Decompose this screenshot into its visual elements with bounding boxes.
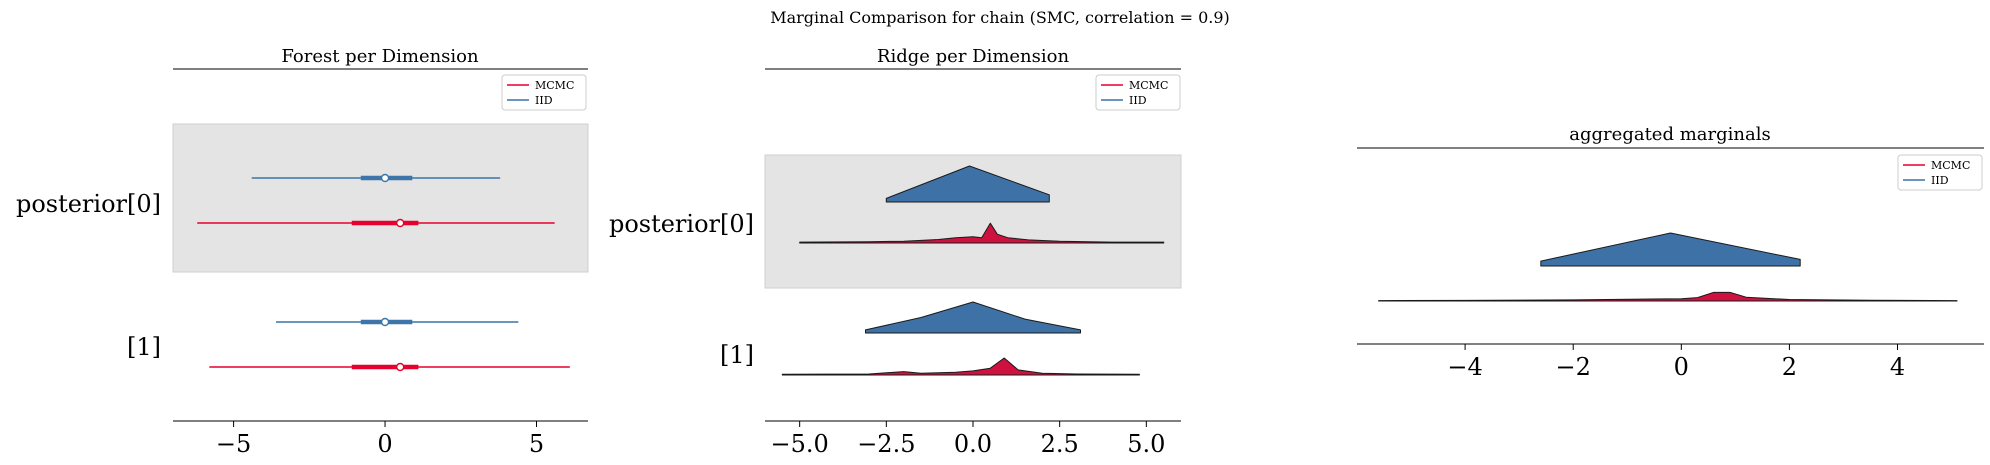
forest-panel: Forest per Dimension posterior[0] [1] −5… [16,46,589,458]
forest-xtick-label-2: 5 [529,430,544,458]
forest-median-iid-1 [380,317,390,327]
figure-suptitle: Marginal Comparison for chain (SMC, corr… [770,8,1230,27]
legend-box [1095,74,1181,111]
legend-label-iid: IID [1931,174,1949,187]
legend-label-mcmc: MCMC [1931,159,1970,172]
forest-median-iid-0 [380,173,390,183]
ridge-density-iid-1 [865,301,1081,334]
legend-box [1897,154,1983,191]
forest-title: Forest per Dimension [281,46,479,67]
ridge-density-iid-0 [885,165,1050,203]
aggregated-density-iid-0 [1540,232,1801,267]
forest-row-label-0: posterior[0] [16,190,161,218]
ridge-xtick-label-4: 5.0 [1127,430,1165,458]
ridge-row-label-0: posterior[0] [609,210,754,238]
aggregated-density-mcmc-0 [1378,291,1958,302]
aggregated-xtick-label-3: 2 [1782,353,1797,381]
ridge-title: Ridge per Dimension [877,46,1070,67]
aggregated-panel: aggregated marginals −4 −2 0 2 4 MCMC IID [1357,124,1984,381]
ridge-row-label-1: [1] [720,341,754,369]
ridge-panel: Ridge per Dimension posterior[0] [1] −5.… [609,46,1182,458]
aggregated-title: aggregated marginals [1569,124,1770,145]
forest-median-mcmc-1 [395,362,405,372]
aggregated-xtick-label-1: −2 [1556,353,1591,381]
legend-box [501,74,587,111]
ridge-xtick-label-0: −5.0 [771,430,829,458]
forest-row-label-1: [1] [127,333,161,361]
forest-xtick-label-0: −5 [216,430,251,458]
aggregated-xtick-label-2: 0 [1674,353,1689,381]
legend-label-iid: IID [535,94,553,107]
legend-label-mcmc: MCMC [535,79,574,92]
ridge-density-mcmc-1 [781,357,1140,376]
legend-label-mcmc: MCMC [1129,79,1168,92]
legend-label-iid: IID [1129,94,1147,107]
forest-xtick-label-1: 0 [377,430,392,458]
aggregated-xtick-label-0: −4 [1447,353,1482,381]
ridge-xtick-label-1: −2.5 [857,430,915,458]
ridge-density-mcmc-0 [799,222,1165,244]
forest-shade-row-0 [172,123,589,273]
forest-median-mcmc-0 [395,218,405,228]
ridge-xtick-label-3: 2.5 [1041,430,1079,458]
aggregated-xtick-label-4: 4 [1890,353,1905,381]
ridge-xtick-label-2: 0.0 [954,430,992,458]
